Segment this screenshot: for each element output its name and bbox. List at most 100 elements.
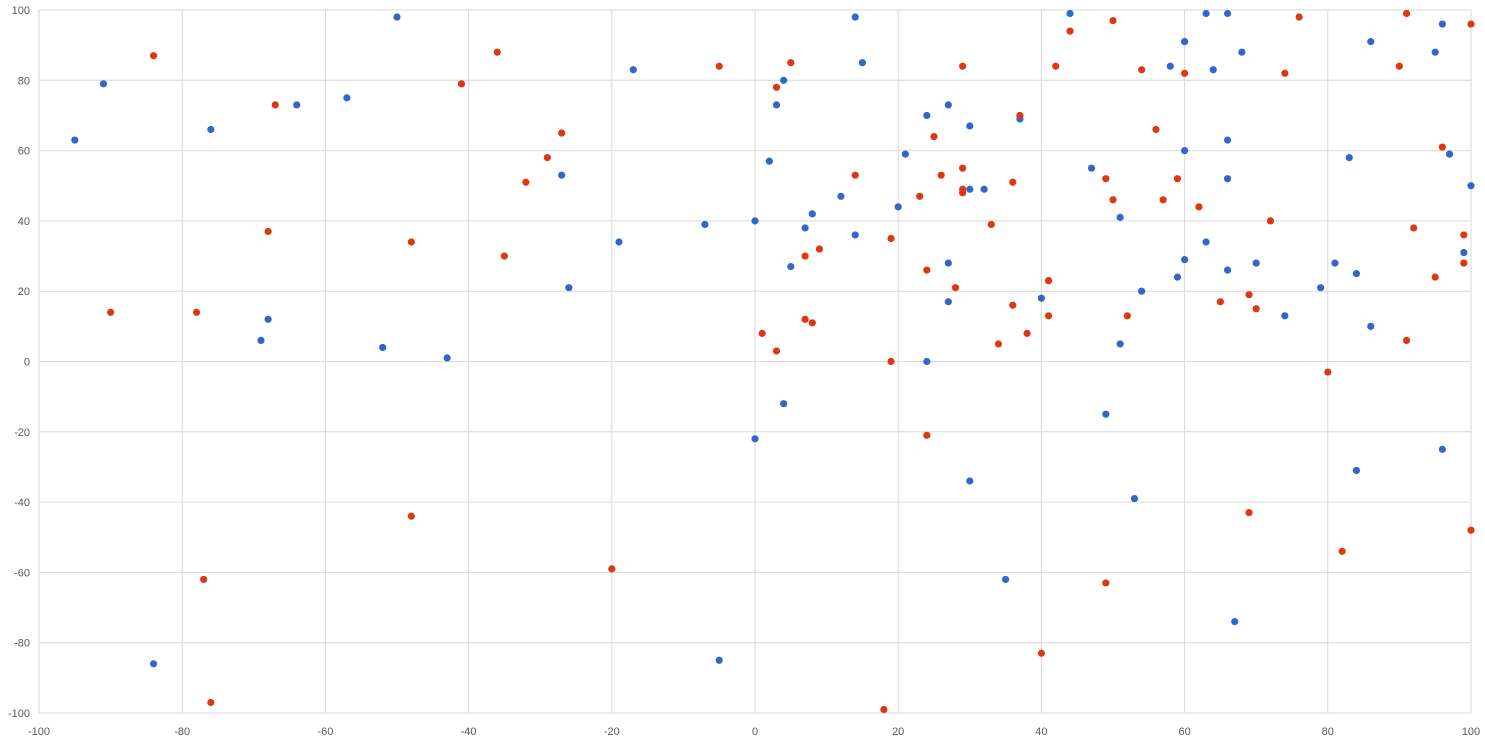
data-point-series-1 <box>565 284 573 292</box>
data-point-series-1 <box>1438 445 1446 453</box>
data-point-series-1 <box>264 315 272 323</box>
data-point-series-1 <box>837 192 845 200</box>
data-point-series-2 <box>787 59 795 67</box>
data-point-series-1 <box>1345 154 1353 162</box>
data-point-series-1 <box>751 217 759 225</box>
data-point-series-1 <box>801 224 809 232</box>
data-point-series-1 <box>1166 62 1174 70</box>
data-point-series-2 <box>493 48 501 56</box>
data-point-series-1 <box>1467 182 1475 190</box>
data-point-series-2 <box>522 178 530 186</box>
data-point-series-2 <box>149 52 158 60</box>
data-point-series-2 <box>815 245 824 253</box>
data-point-series-1 <box>1116 213 1124 221</box>
data-point-series-2 <box>1023 329 1031 337</box>
data-point-series-1 <box>1281 312 1289 320</box>
data-point-series-1 <box>1202 9 1210 18</box>
data-point-series-1 <box>1138 287 1146 295</box>
data-point-series-1 <box>1460 248 1468 257</box>
data-point-series-2 <box>959 164 967 172</box>
data-point-series-1 <box>1116 340 1124 348</box>
x-tick-label: 0 <box>752 726 758 738</box>
x-tick-label: 60 <box>1178 726 1190 738</box>
data-point-series-2 <box>543 154 551 162</box>
data-point-series-2 <box>1252 305 1260 313</box>
data-point-series-2 <box>772 83 781 91</box>
data-point-series-1 <box>393 13 401 21</box>
data-point-series-1 <box>1209 66 1217 74</box>
data-point-series-2 <box>937 171 945 179</box>
data-point-series-2 <box>801 315 809 323</box>
data-point-series-1 <box>715 656 723 664</box>
data-point-series-1 <box>966 122 974 130</box>
data-point-series-2 <box>1102 579 1110 587</box>
data-point-series-2 <box>1245 291 1253 299</box>
data-point-series-1 <box>1252 259 1260 267</box>
data-point-series-1 <box>944 298 952 306</box>
data-point-series-1 <box>443 354 451 362</box>
data-points <box>71 9 1475 714</box>
data-point-series-1 <box>1223 9 1232 18</box>
data-point-series-2 <box>1066 27 1074 35</box>
data-point-series-1 <box>1087 164 1096 172</box>
data-point-series-1 <box>858 59 867 67</box>
x-tick-label: -80 <box>174 726 190 738</box>
data-point-series-1 <box>1173 273 1182 281</box>
data-point-series-1 <box>1066 9 1074 18</box>
data-point-series-2 <box>923 266 931 274</box>
y-tick-label: -100 <box>8 708 30 720</box>
data-point-series-2 <box>1009 301 1017 309</box>
data-point-series-1 <box>207 125 215 134</box>
data-point-series-1 <box>1317 284 1325 292</box>
data-point-series-2 <box>1295 13 1303 21</box>
data-point-series-1 <box>1002 575 1010 584</box>
data-point-series-1 <box>765 157 773 165</box>
y-tick-label: -60 <box>14 567 30 579</box>
data-point-series-1 <box>1238 48 1246 56</box>
data-point-series-2 <box>1460 259 1468 267</box>
data-point-series-2 <box>407 238 415 246</box>
data-point-series-1 <box>1367 38 1375 46</box>
data-point-series-1 <box>1223 175 1232 183</box>
data-point-series-1 <box>1223 266 1232 274</box>
data-point-series-1 <box>1181 255 1189 264</box>
data-point-series-2 <box>264 227 272 236</box>
data-point-series-2 <box>1460 231 1468 239</box>
data-point-series-2 <box>1338 547 1346 555</box>
data-point-series-2 <box>608 565 616 573</box>
data-point-series-2 <box>994 340 1003 348</box>
data-point-series-1 <box>293 101 301 109</box>
data-point-series-2 <box>1402 9 1411 18</box>
data-point-series-2 <box>951 284 960 292</box>
data-point-series-1 <box>1352 270 1361 278</box>
data-point-series-1 <box>901 150 909 158</box>
y-tick-label: 100 <box>12 5 30 17</box>
data-point-series-1 <box>923 357 931 366</box>
x-tick-label: -40 <box>461 726 477 738</box>
data-point-series-2 <box>1195 203 1203 211</box>
data-point-series-2 <box>772 347 781 355</box>
data-point-series-2 <box>1173 175 1182 183</box>
y-tick-label: 80 <box>18 75 30 87</box>
data-point-series-2 <box>1009 178 1017 186</box>
data-point-series-2 <box>1402 336 1411 345</box>
data-point-series-1 <box>1130 494 1139 503</box>
data-point-series-2 <box>1431 273 1439 281</box>
data-point-series-2 <box>407 512 415 520</box>
tick-labels: -100 -80 -60 -40 -20 0 20 40 60 80 100 -100 -80 -60 -4… <box>8 5 1480 738</box>
y-tick-label: 20 <box>18 286 30 298</box>
x-tick-label: 100 <box>1462 726 1480 738</box>
data-point-series-1 <box>1102 410 1110 418</box>
data-point-series-2 <box>959 62 967 70</box>
data-point-series-1 <box>343 94 351 102</box>
data-point-series-1 <box>944 259 952 267</box>
x-tick-label: 80 <box>1322 726 1334 738</box>
data-point-series-2 <box>758 329 766 337</box>
data-point-series-1 <box>1181 38 1189 46</box>
data-point-series-2 <box>808 319 816 327</box>
grid-lines <box>38 9 1472 714</box>
data-point-series-2 <box>271 101 279 109</box>
data-point-series-1 <box>71 136 79 144</box>
data-point-series-1 <box>629 66 637 74</box>
